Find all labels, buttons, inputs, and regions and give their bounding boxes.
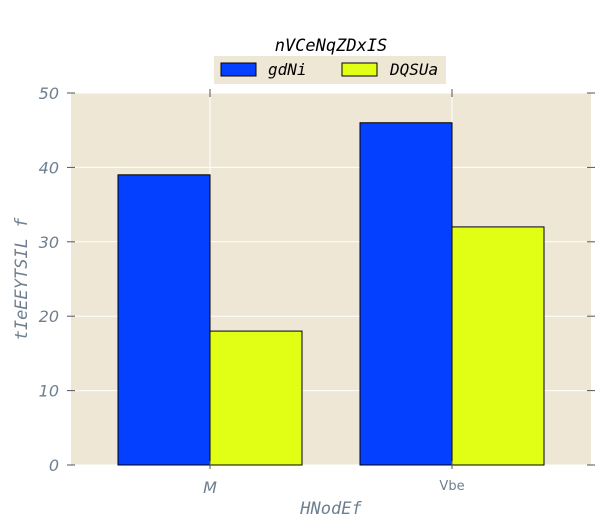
legend-label-DQSUa: DQSUa: [389, 60, 438, 79]
bars: [117, 122, 545, 466]
x-tick-labels: M Vbe: [203, 478, 464, 497]
y-tick-label: 20: [39, 307, 59, 326]
legend-swatch-gdNi: [220, 62, 257, 77]
legend-swatch-DQSUa: [341, 62, 378, 77]
y-tick-label: 50: [39, 84, 59, 103]
y-axis-title: tIeEEYTSIL f: [12, 217, 32, 341]
y-tick-label: 0: [49, 456, 59, 475]
y-tick-label: 40: [39, 158, 59, 177]
bar-gdNi-M: [117, 174, 211, 466]
x-tick-label: Vbe: [439, 479, 464, 494]
ticks: [67, 89, 595, 469]
legend: gdNi DQSUa: [214, 56, 446, 84]
y-tick-label: 30: [39, 233, 59, 252]
y-tick-labels: 0 10 20 30 40 50: [39, 84, 59, 475]
bar-DQSUa-Vbe: [451, 226, 545, 466]
chart-title: nVCeNqZDxIS: [275, 36, 388, 56]
bar-DQSUa-M: [209, 330, 303, 466]
y-tick-label: 10: [39, 382, 59, 401]
legend-label-gdNi: gdNi: [268, 60, 307, 79]
x-tick-label: M: [203, 478, 217, 497]
x-axis-title: HNodEf: [299, 499, 362, 519]
bar-gdNi-Vbe: [359, 122, 453, 466]
